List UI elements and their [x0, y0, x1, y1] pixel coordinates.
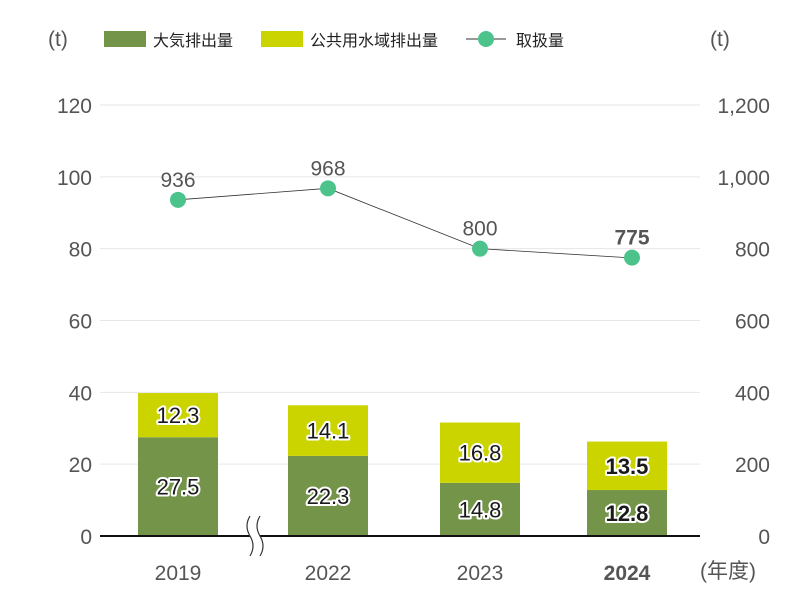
x-tick-label: 2024: [604, 562, 651, 585]
break-gap: [250, 530, 260, 542]
right-tick-label: 800: [735, 239, 770, 262]
legend-swatch-water: [261, 31, 303, 47]
legend-label-air: 大気排出量: [153, 32, 233, 50]
bar-2024-air: [587, 490, 667, 536]
legend-label-handling: 取扱量: [516, 32, 564, 50]
bar-2023-water: [440, 422, 520, 483]
left-tick-label: 120: [57, 95, 92, 118]
legend-label-water: 公共用水域排出量: [310, 32, 438, 50]
left-tick-label: 100: [57, 167, 92, 190]
line-取扱量: [177, 187, 628, 259]
x-tick-label: 2022: [305, 562, 352, 585]
left-tick-label: 60: [69, 311, 92, 334]
right-tick-label: 600: [735, 311, 770, 334]
bar-2022-water: [288, 405, 368, 456]
bar-2019-air: [138, 437, 218, 536]
bar-label-air: 27.5: [157, 475, 200, 500]
legend-marker-handling: [478, 31, 494, 47]
right-tick-label: 1,200: [717, 95, 770, 118]
line-point: [472, 240, 488, 257]
bar-label-water: 12.3: [157, 403, 200, 428]
right-tick-label: 0: [758, 526, 770, 549]
bar-2019-water: [138, 393, 218, 438]
left-tick-label: 40: [69, 382, 92, 405]
break-line: [246, 515, 254, 557]
bar-label-water: 16.8: [459, 441, 502, 466]
line-data-label: 968: [310, 157, 345, 180]
right-tick-label: 400: [735, 382, 770, 405]
line-data-label: 775: [614, 227, 649, 250]
left-axis-unit: (t): [48, 28, 68, 51]
right-tick-label: 200: [735, 454, 770, 477]
line-data-label: 800: [462, 218, 497, 241]
bar-label-water: 13.5: [606, 454, 649, 479]
bar-label-air: 12.8: [606, 501, 649, 526]
x-axis-label: (年度): [700, 560, 756, 583]
bar-2024-water: [587, 441, 667, 491]
break-line: [256, 515, 264, 557]
right-axis-unit: (t): [710, 28, 730, 51]
bar-2022-air: [288, 455, 368, 536]
left-tick-label: 20: [69, 454, 92, 477]
line-point: [624, 249, 640, 266]
bar-label-water: 14.1: [307, 419, 350, 444]
axis-break-marker: [246, 515, 264, 557]
line-point: [320, 180, 336, 197]
right-tick-label: 1,000: [717, 167, 770, 190]
bar-label-air: 22.3: [307, 484, 350, 509]
line-point: [170, 191, 186, 208]
line-data-label: 936: [160, 169, 195, 192]
x-tick-label: 2019: [155, 562, 202, 585]
x-tick-label: 2023: [457, 562, 504, 585]
left-tick-label: 80: [69, 239, 92, 262]
left-tick-label: 0: [80, 526, 92, 549]
bar-2023-air: [440, 482, 520, 536]
bar-label-air: 14.8: [459, 497, 502, 522]
legend-swatch-air: [104, 31, 146, 47]
